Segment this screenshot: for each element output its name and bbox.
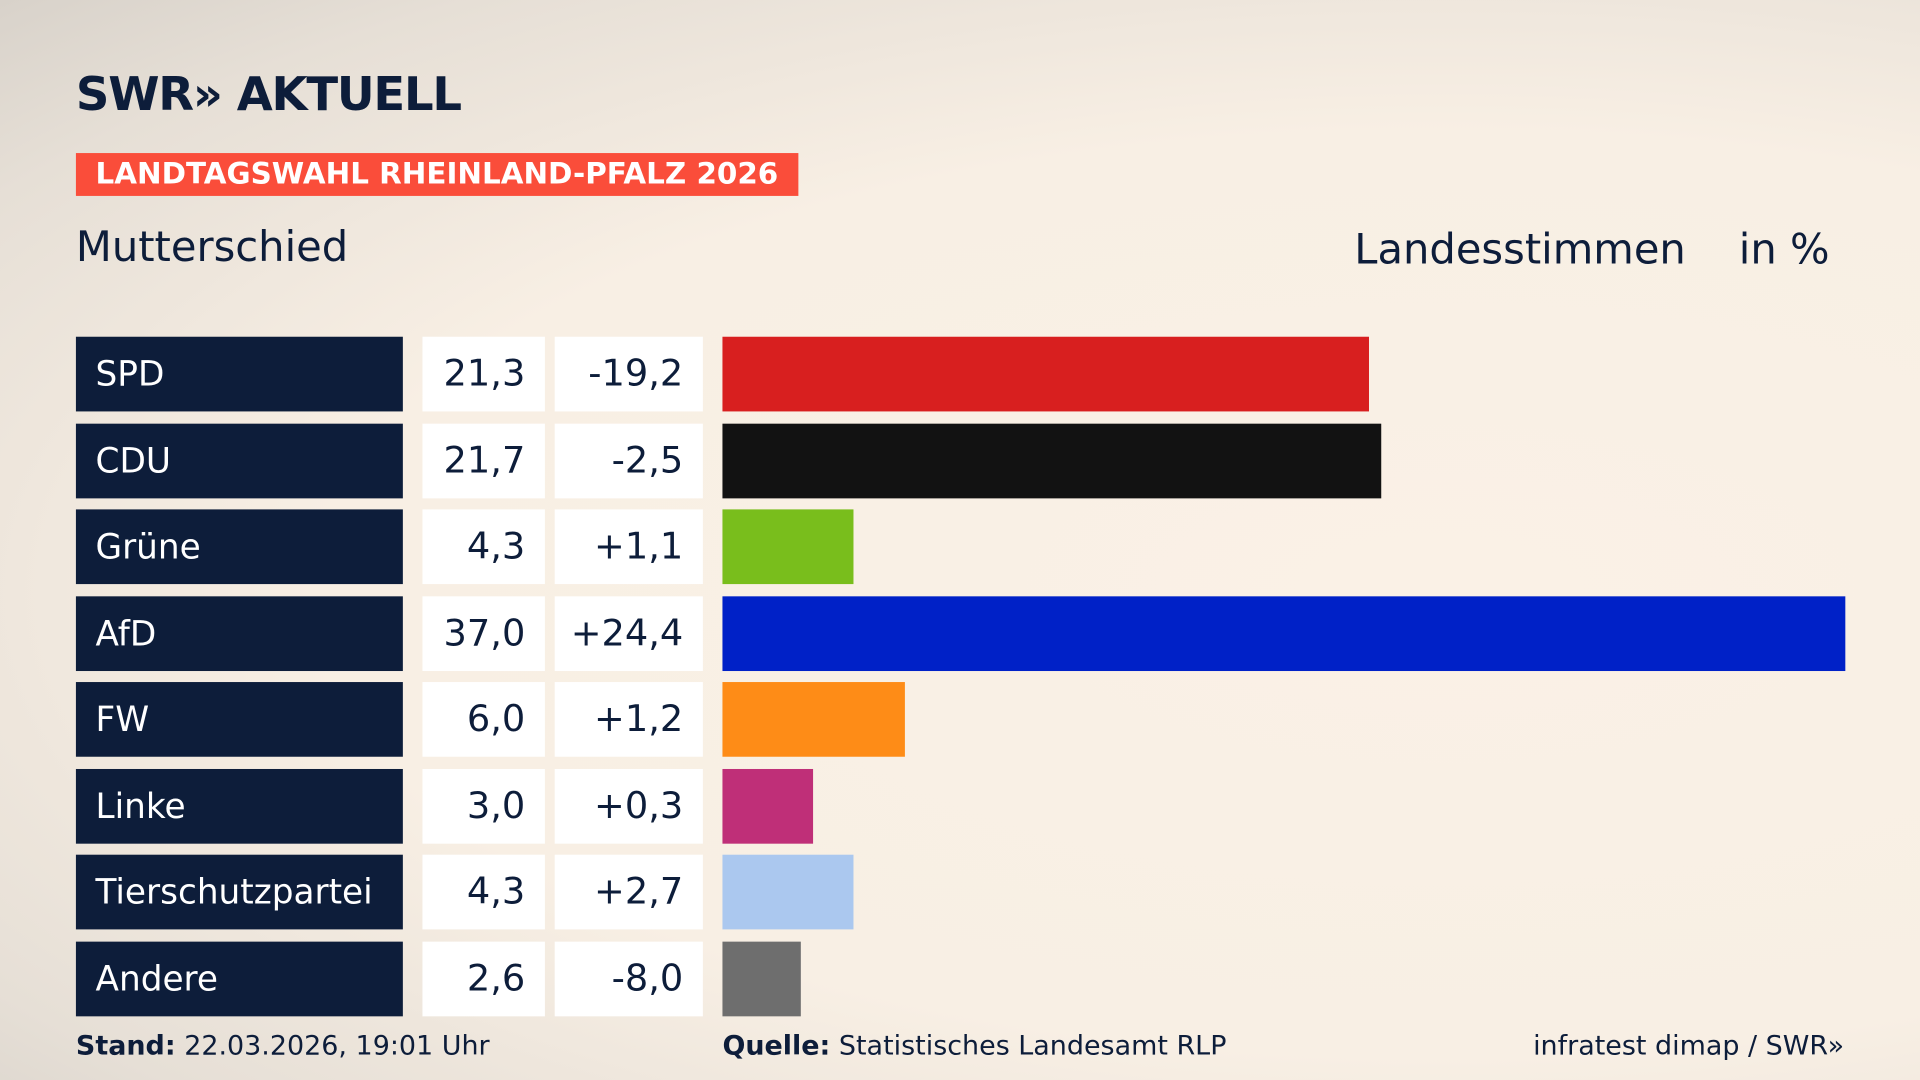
measure-header: Landesstimmen: [1354, 225, 1686, 275]
stand-value: 22.03.2026, 19:01 Uhr: [184, 1031, 490, 1062]
diff-label: -8,0: [554, 941, 703, 1016]
value-label: 3,0: [422, 768, 545, 844]
diff-label: +2,7: [554, 854, 703, 930]
source-value: Statistisches Landesamt RLP: [838, 1031, 1227, 1062]
credit: infratest dimap / SWR»: [1533, 1031, 1845, 1062]
election-badge: LANDTAGSWAHL RHEINLAND-PFALZ 2026: [75, 153, 798, 196]
value-label: 21,3: [422, 336, 545, 412]
party-label: Linke: [75, 768, 403, 844]
diff-label: +0,3: [554, 768, 703, 844]
party-label: AfD: [75, 595, 403, 671]
bar: [722, 509, 853, 585]
bar: [722, 595, 1846, 671]
value-label: 2,6: [422, 941, 545, 1016]
bar: [722, 768, 814, 844]
diff-label: +24,4: [554, 595, 703, 671]
party-label: Andere: [75, 941, 403, 1016]
party-label: FW: [75, 682, 403, 757]
value-label: 4,3: [422, 509, 545, 585]
stand-label: Stand:: [75, 1031, 176, 1062]
source-info: Quelle: Statistisches Landesamt RLP: [722, 1031, 1226, 1062]
swr-logo: SWR» AKTUELL: [75, 67, 462, 122]
stand-info: Stand: 22.03.2026, 19:01 Uhr: [76, 1031, 490, 1062]
diff-label: +1,1: [554, 509, 703, 585]
bar: [722, 336, 1369, 412]
diff-label: -2,5: [554, 423, 703, 498]
location-title: Mutterschied: [75, 222, 349, 272]
party-label: CDU: [75, 423, 403, 498]
value-label: 4,3: [422, 854, 545, 930]
party-label: Grüne: [75, 509, 403, 585]
source-label: Quelle:: [722, 1031, 831, 1062]
value-label: 37,0: [422, 595, 545, 671]
bar: [722, 682, 905, 757]
value-label: 6,0: [422, 682, 545, 757]
party-label: SPD: [75, 336, 403, 412]
value-label: 21,7: [422, 423, 545, 498]
diff-label: -19,2: [554, 336, 703, 412]
party-label: Tierschutzpartei: [75, 854, 403, 930]
bar: [722, 854, 853, 930]
unit-header: in %: [1738, 225, 1830, 275]
bar: [722, 423, 1381, 498]
diff-label: +1,2: [554, 682, 703, 757]
bar: [722, 941, 802, 1016]
